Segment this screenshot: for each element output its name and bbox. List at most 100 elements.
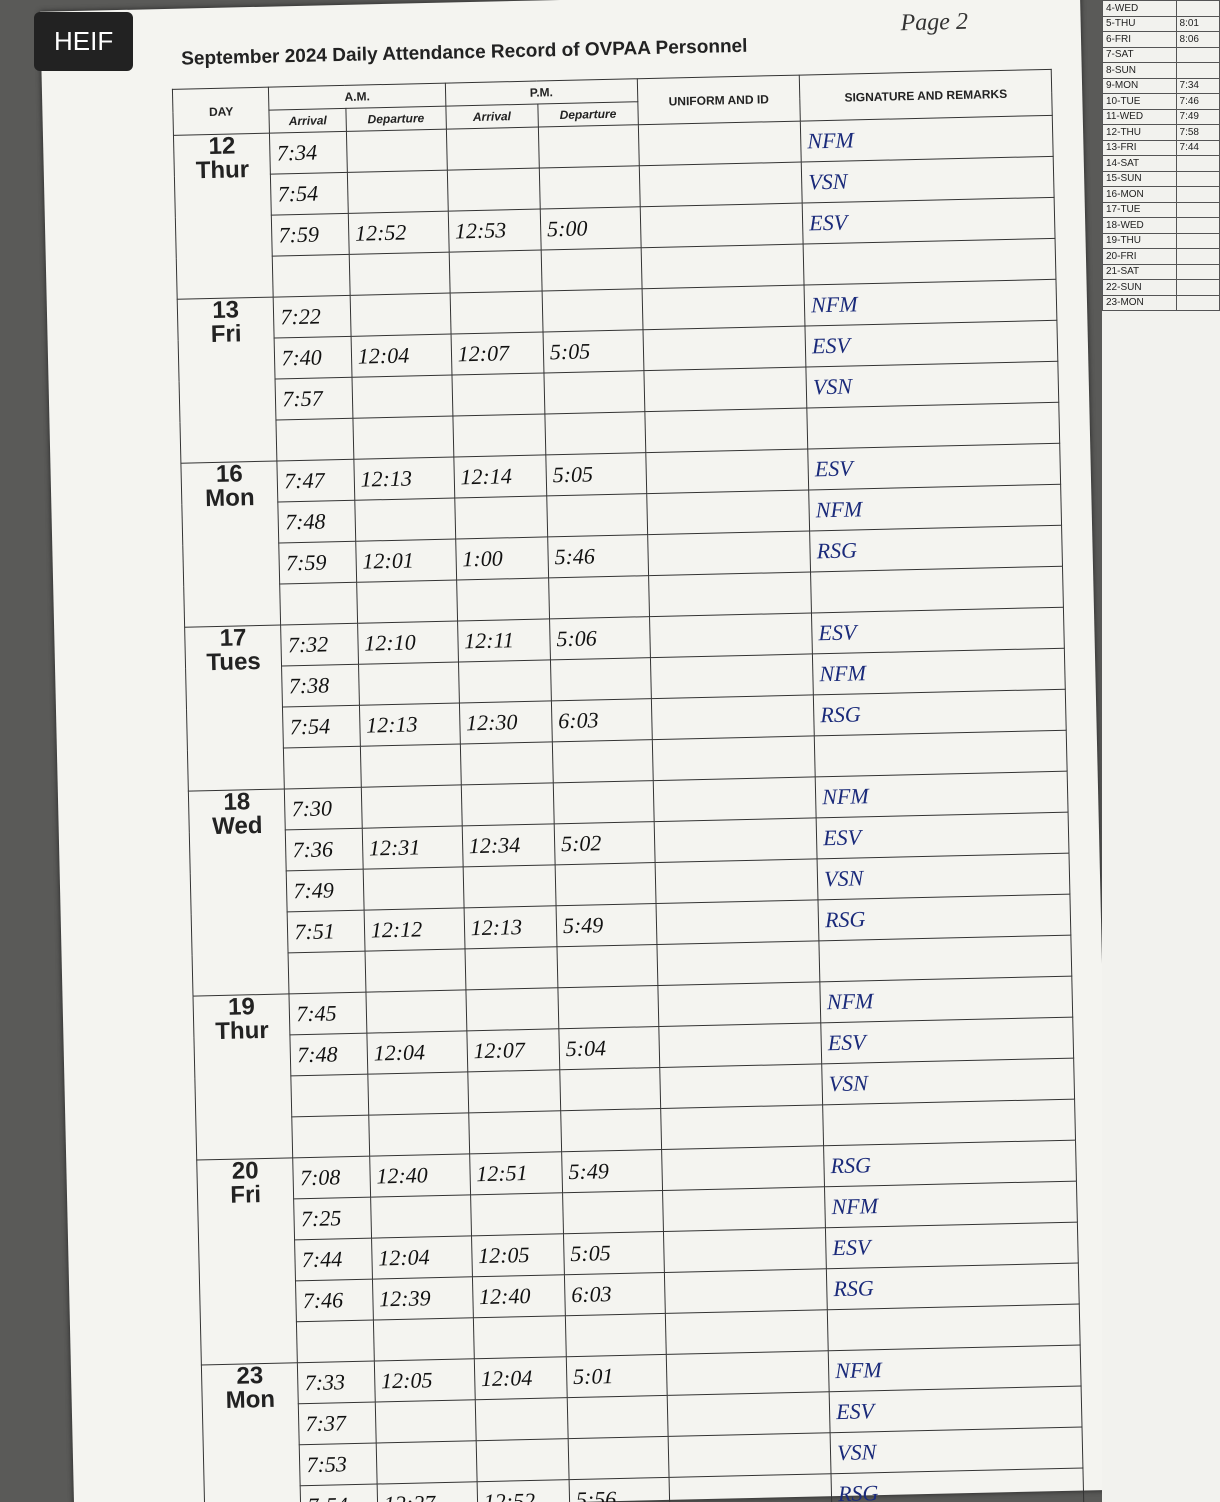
time-cell xyxy=(370,1194,472,1239)
time-cell: 12:52 xyxy=(348,211,449,255)
time-cell xyxy=(362,866,464,911)
blank-cell xyxy=(565,1313,667,1357)
calendar-row: 17-TUE xyxy=(1102,201,1220,218)
time-cell: 12:27 xyxy=(376,1481,478,1502)
time-cell: 12:04 xyxy=(474,1356,568,1400)
calendar-time xyxy=(1175,279,1220,296)
side-sheet: 4-WED 5-THU 8:01 6-FRI 8:06 7-SAT 8-SUN 9-MON 7:… xyxy=(1102,0,1220,1502)
calendar-time xyxy=(1175,46,1220,63)
time-cell: 12:11 xyxy=(457,618,551,662)
blank-cell xyxy=(272,254,350,298)
time-cell xyxy=(446,127,540,171)
signature-cell: RSG xyxy=(826,1263,1080,1310)
blank-cell xyxy=(352,416,454,460)
calendar-row: 4-WED xyxy=(1102,0,1220,17)
time-cell xyxy=(462,864,556,908)
calendar-row: 8-SUN xyxy=(1102,62,1220,79)
weekday: Mon xyxy=(225,1385,276,1414)
time-cell xyxy=(557,985,659,1029)
uniform-cell xyxy=(653,817,818,863)
time-cell: 12:05 xyxy=(471,1233,565,1277)
calendar-time xyxy=(1175,201,1220,218)
sub-header: Arrival xyxy=(445,104,539,130)
calendar-row: 6-FRI 8:06 xyxy=(1102,31,1220,48)
calendar-row: 18-WED xyxy=(1102,217,1220,234)
signature-cell: NFM xyxy=(824,1181,1078,1228)
calendar-row: 22-SUN xyxy=(1102,279,1220,296)
signature-cell: ESV xyxy=(829,1386,1083,1433)
uniform-cell xyxy=(649,612,813,658)
table-body: 12 Thur 7:34 NFM 7:54 VSN 7:59 12:52 12:53 5:00 ES… xyxy=(173,115,1084,1502)
time-cell: 12:04 xyxy=(371,1235,473,1280)
col-header: DAY xyxy=(172,87,270,136)
time-cell xyxy=(361,784,462,829)
title: September 2024 Daily Attendance Record o… xyxy=(181,35,748,70)
time-cell: 5:04 xyxy=(558,1026,660,1070)
signature-cell: RSG xyxy=(818,894,1071,941)
sub-header: Departure xyxy=(537,101,639,128)
uniform-cell xyxy=(667,1432,832,1478)
time-cell: 7:40 xyxy=(274,336,352,380)
signature-cell: VSN xyxy=(821,1058,1075,1105)
calendar-time: 7:46 xyxy=(1175,93,1220,110)
sub-header: Departure xyxy=(345,106,447,132)
time-cell: 7:36 xyxy=(285,828,363,871)
uniform-cell xyxy=(643,367,807,412)
calendar-row: 20-FRI xyxy=(1102,248,1220,265)
calendar-row: 9-MON 7:34 xyxy=(1102,77,1220,94)
time-cell xyxy=(376,1440,477,1485)
time-cell xyxy=(351,375,453,419)
time-cell xyxy=(568,1436,669,1480)
blank-cell xyxy=(665,1309,829,1355)
day-cell: 18 Wed xyxy=(188,788,290,997)
calendar-day: 23-MON xyxy=(1102,294,1177,311)
day-cell: 19 Thur xyxy=(193,993,294,1161)
time-cell: 5:00 xyxy=(540,206,641,250)
calendar-time xyxy=(1175,170,1220,187)
calendar-row: 13-FRI 7:44 xyxy=(1102,139,1220,156)
blank-cell xyxy=(456,577,550,621)
format-badge: HEIF xyxy=(34,12,134,71)
time-cell xyxy=(449,290,543,335)
time-cell xyxy=(539,165,641,210)
col-header: UNIFORM AND ID xyxy=(637,75,801,125)
time-cell xyxy=(470,1192,564,1236)
blank-cell xyxy=(552,739,654,783)
day-cell: 13 Fri xyxy=(177,296,278,464)
time-cell: 7:32 xyxy=(280,623,359,666)
calendar-row: 15-SUN xyxy=(1102,170,1220,187)
time-cell xyxy=(460,782,555,826)
calendar-day: 11-WED xyxy=(1102,108,1177,125)
calendar-time xyxy=(1175,0,1220,17)
blank-cell xyxy=(292,1115,370,1158)
sub-header: Arrival xyxy=(269,108,347,134)
time-cell xyxy=(454,495,548,540)
time-cell: 5:05 xyxy=(542,329,644,373)
time-cell: 7:22 xyxy=(273,295,351,339)
signature-cell: RSG xyxy=(823,1140,1077,1187)
uniform-cell xyxy=(664,1268,828,1314)
calendar-row: 19-THU xyxy=(1102,232,1220,249)
time-cell xyxy=(451,372,545,417)
signature-cell: ESV xyxy=(805,320,1058,368)
time-cell xyxy=(559,1067,661,1111)
blank-cell xyxy=(810,566,1064,613)
col-header: SIGNATURE AND REMARKS xyxy=(799,69,1053,122)
calendar-time xyxy=(1175,232,1220,249)
uniform-cell xyxy=(639,162,803,207)
blank-cell xyxy=(280,582,358,625)
calendar-day: 4-WED xyxy=(1102,0,1177,17)
blank-cell xyxy=(827,1304,1081,1351)
time-cell: 7:33 xyxy=(297,1361,376,1404)
uniform-cell xyxy=(654,858,819,904)
time-cell: 7:08 xyxy=(293,1156,371,1199)
blank-cell xyxy=(356,580,458,624)
blank-cell xyxy=(819,935,1072,982)
side-body: 4-WED 5-THU 8:01 6-FRI 8:06 7-SAT 8-SUN 9-MON 7:… xyxy=(1102,0,1220,311)
time-cell: 7:54 xyxy=(270,172,349,216)
weekday: Mon xyxy=(204,484,255,513)
time-cell: 7:44 xyxy=(294,1238,373,1281)
calendar-row: 12-THU 7:58 xyxy=(1102,124,1220,141)
calendar-time: 7:44 xyxy=(1175,139,1220,156)
signature-cell: NFM xyxy=(815,771,1069,818)
